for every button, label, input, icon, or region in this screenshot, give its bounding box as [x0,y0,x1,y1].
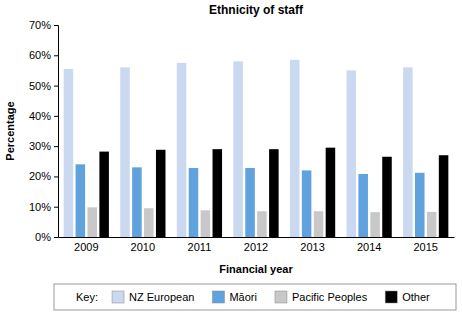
legend-swatch [212,291,224,303]
x-axis: 2009 2010 2011 2012 2013 2014 2015 [59,238,455,253]
bar [76,164,86,237]
bar [245,168,255,237]
bar [120,67,130,237]
bar [64,69,74,237]
legend-label: Other [402,291,430,303]
bar [415,173,425,237]
x-tick: 2013 [300,241,324,253]
legend-swatch [112,291,124,303]
y-tick: 40% [29,110,58,122]
y-tick: 50% [29,80,58,92]
bar [314,211,324,237]
x-axis-line [59,237,455,238]
tick-mark [54,237,58,238]
bar [156,150,166,237]
legend-title: Key: [76,291,98,303]
tick-label: 2009 [74,241,98,253]
bar [427,212,437,237]
y-tick: 0% [35,231,58,243]
bar [201,210,211,237]
bar [326,148,336,237]
tick-mark [54,116,58,117]
bar [257,211,267,237]
tick-mark [54,25,58,26]
tick-label: 50% [29,80,51,92]
bar [403,67,413,237]
bar [269,149,279,237]
bar [382,157,392,237]
bar [213,149,223,237]
tick-mark [54,86,58,87]
bar [99,152,109,237]
tick-label: 20% [29,170,51,182]
series [76,164,425,237]
bar [439,155,449,237]
bar [177,63,187,237]
tick-label: 30% [29,140,51,152]
tick-label: 70% [29,19,51,31]
tick-mark [54,55,58,56]
bar [290,60,300,237]
y-tick: 10% [29,201,58,213]
plot: 0%10%20%30%40%50%60%70%20092010201120122… [29,19,455,253]
tick-label: 0% [35,231,51,243]
tick-label: 2010 [131,241,155,253]
tick-label: 10% [29,201,51,213]
tick-label: 60% [29,49,51,61]
bar [144,208,154,237]
bar [87,207,97,237]
y-tick: 70% [29,19,58,31]
y-axis-line [54,26,59,238]
legend-label: Pacific Peoples [292,291,368,303]
x-tick: 2012 [244,241,268,253]
x-tick: 2014 [357,241,381,253]
tick-label: 2012 [244,241,268,253]
bar [132,167,142,237]
x-tick: 2015 [413,241,437,253]
x-tick: 2009 [74,241,98,253]
legend-swatch [385,291,397,303]
legend-label: Māori [229,291,257,303]
y-axis: 0% 10% 20% 30% 40% 50% 60% 70% [29,19,59,243]
tick-label: 40% [29,110,51,122]
bar [358,174,368,237]
tick-label: 2014 [357,241,381,253]
bars [64,60,449,237]
x-axis-title: Financial year [219,263,293,275]
x-tick: 2011 [188,241,212,253]
bar [302,170,312,237]
y-tick: 60% [29,49,58,61]
tick-mark [54,146,58,147]
bar [189,168,199,237]
legend: Key: NZ European Māori Pacific Peoples Other [54,284,456,310]
y-axis-title: Percentage [4,101,16,160]
series [99,148,448,237]
title: Ethnicity of staff [209,3,304,17]
bar [370,212,380,237]
y-tick: 20% [29,170,58,182]
tick-label: 2011 [188,241,212,253]
tick-mark [54,176,58,177]
bar [347,70,357,237]
legend-box [54,284,456,310]
y-tick: 30% [29,140,58,152]
legend-label: NZ European [129,291,194,303]
tick-label: 2015 [413,241,437,253]
tick-label: 2013 [300,241,324,253]
x-tick: 2010 [131,241,155,253]
tick-mark [54,207,58,208]
bar [233,61,243,237]
legend-swatch [275,291,287,303]
chart: 0%10%20%30%40%50%60%70%20092010201120122… [0,0,462,316]
series [64,60,413,237]
